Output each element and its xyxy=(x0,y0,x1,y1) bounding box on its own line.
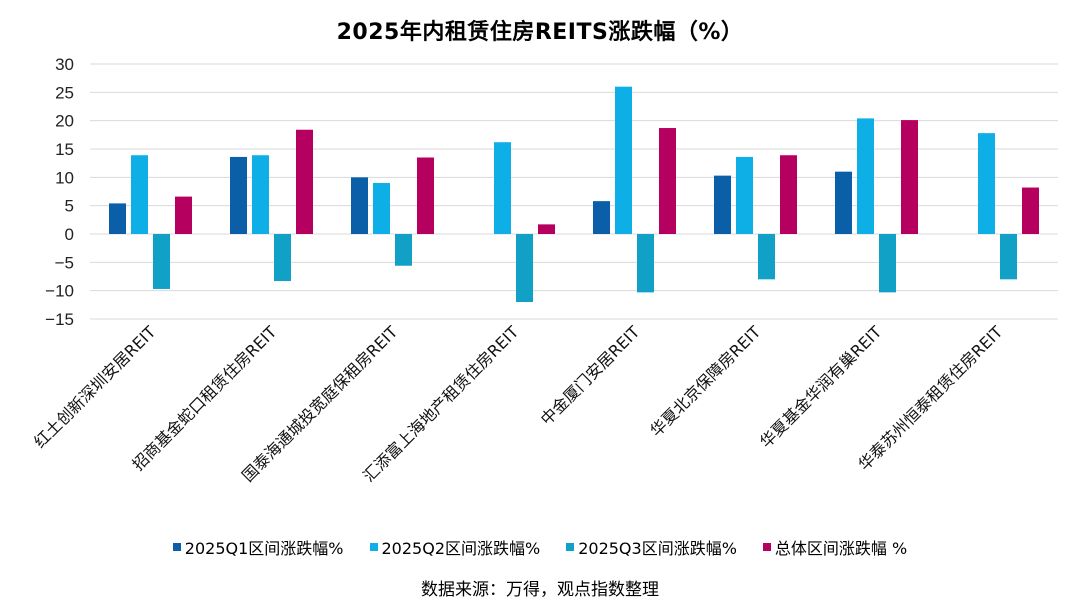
bar xyxy=(593,201,610,234)
bar xyxy=(296,129,313,234)
legend-swatch xyxy=(566,543,575,551)
bar xyxy=(494,142,511,234)
y-tick-label: 30 xyxy=(55,55,74,74)
bar xyxy=(879,234,896,293)
bar xyxy=(538,224,555,234)
grid-layer xyxy=(90,63,1058,320)
y-tick-label: −10 xyxy=(45,282,74,301)
legend-swatch xyxy=(369,543,378,551)
bar xyxy=(637,234,654,293)
bar xyxy=(659,128,676,234)
legend-item: 总体区间涨跌幅 % xyxy=(762,535,908,559)
y-tick-label: 20 xyxy=(55,112,74,131)
bar xyxy=(109,203,126,234)
legend-label: 2025Q1区间涨跌幅% xyxy=(184,539,344,558)
bar xyxy=(714,175,731,234)
bar xyxy=(1000,234,1017,280)
legend-label: 总体区间涨跌幅 % xyxy=(774,539,908,558)
x-tick-label: 中金厦门安居REIT xyxy=(537,322,644,429)
bar xyxy=(978,133,995,234)
legend-label: 2025Q2区间涨跌幅% xyxy=(381,539,541,558)
bar xyxy=(780,155,797,234)
legend-item: 2025Q2区间涨跌幅% xyxy=(369,535,541,559)
bar xyxy=(252,155,269,234)
bar xyxy=(615,86,632,235)
bar xyxy=(395,234,412,266)
bar xyxy=(417,157,434,234)
bar xyxy=(901,120,918,234)
legend-label: 2025Q3区间涨跌幅% xyxy=(578,539,737,558)
bar xyxy=(835,171,852,234)
bar xyxy=(274,234,291,282)
bar xyxy=(351,177,368,234)
legend-item: 2025Q1区间涨跌幅% xyxy=(172,535,344,559)
bar xyxy=(857,118,874,234)
y-tick-label: 0 xyxy=(65,225,74,244)
legend-swatch xyxy=(172,543,181,551)
source-note: 数据来源：万得，观点指数整理 xyxy=(421,580,659,600)
y-axis-ticks: 30 25 20 15 10 5 0 −5 −10 −15 xyxy=(45,55,74,329)
y-tick-label: −5 xyxy=(55,253,74,272)
bar xyxy=(516,234,533,302)
y-tick-label: 10 xyxy=(55,168,74,187)
y-tick-label: 25 xyxy=(55,83,74,102)
bar xyxy=(131,155,148,234)
bar xyxy=(373,183,390,234)
x-tick-label: 华夏北京保障房REIT xyxy=(646,322,764,440)
bar xyxy=(153,234,170,289)
bars xyxy=(109,86,1039,302)
x-tick-label: 华夏基金华润有巢REIT xyxy=(756,322,885,451)
y-tick-label: 5 xyxy=(65,197,74,216)
bar xyxy=(175,196,192,234)
bar xyxy=(1022,187,1039,234)
legend: 2025Q1区间涨跌幅% 2025Q2区间涨跌幅% 2025Q3区间涨跌幅% 总体区间… xyxy=(0,535,1080,559)
x-axis-ticks: 红土创新深圳安居REIT招商基金蛇口租赁住房REIT国泰海通城投宽庭保租房REI… xyxy=(30,322,1006,485)
legend-swatch xyxy=(762,543,771,551)
y-tick-label: −15 xyxy=(45,310,74,329)
y-tick-label: 15 xyxy=(55,140,74,159)
x-tick-label: 红土创新深圳安居REIT xyxy=(30,322,159,451)
chart-title: 2025年内租赁住房REITS涨跌幅（%） xyxy=(336,20,744,45)
bar xyxy=(736,156,753,234)
x-tick-label: 华泰苏州恒泰租赁住房REIT xyxy=(854,322,1006,474)
bar xyxy=(230,156,247,234)
legend-item: 2025Q3区间涨跌幅% xyxy=(566,535,737,559)
bar xyxy=(758,234,775,280)
